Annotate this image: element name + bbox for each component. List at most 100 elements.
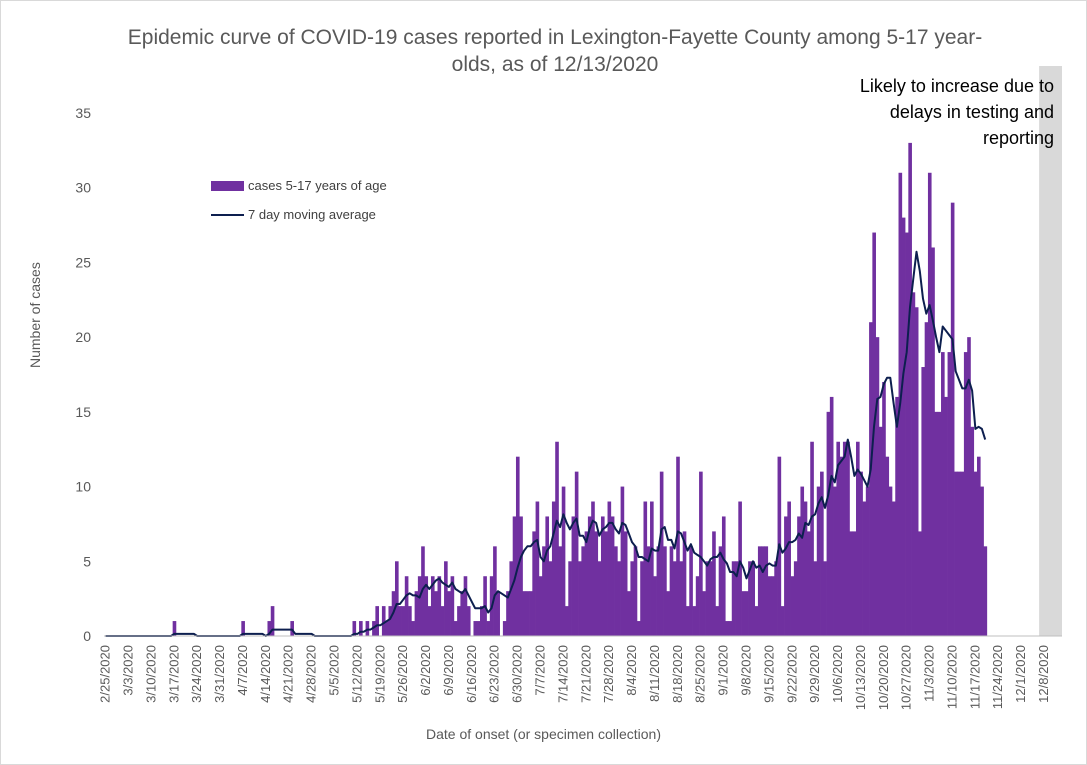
case-bar [849, 531, 854, 636]
case-bar [941, 352, 945, 636]
case-bar [375, 606, 379, 636]
case-bar [434, 591, 438, 636]
x-tick-label: 8/18/2020 [670, 645, 685, 703]
case-bar [653, 576, 657, 636]
case-bar [444, 561, 448, 636]
case-bar [839, 456, 844, 636]
case-bar [689, 546, 693, 636]
case-bar [672, 561, 677, 636]
x-tick-label: 9/1/2020 [716, 645, 731, 696]
case-bar [525, 591, 530, 636]
case-bar [594, 531, 599, 636]
x-tick-label: 9/29/2020 [807, 645, 822, 703]
x-tick-label: 3/3/2020 [121, 645, 136, 696]
case-bar [270, 606, 275, 636]
case-bar [463, 576, 468, 636]
y-tick-label: 0 [83, 628, 91, 644]
case-bar [895, 396, 899, 636]
case-bar [633, 546, 638, 636]
case-bar [663, 546, 667, 636]
case-bar [466, 606, 471, 636]
case-bar [359, 621, 363, 636]
y-tick-label: 30 [75, 180, 91, 196]
x-tick-label: 8/25/2020 [693, 645, 708, 703]
case-bar [394, 561, 399, 636]
case-bar [604, 531, 608, 636]
case-bar [480, 606, 484, 636]
case-bar [741, 591, 746, 636]
case-bar [911, 292, 916, 636]
case-bar [800, 486, 805, 636]
case-bar [761, 546, 765, 636]
case-bar [578, 561, 582, 636]
case-bar [715, 606, 720, 636]
x-tick-label: 6/16/2020 [464, 645, 479, 703]
x-tick-label: 5/5/2020 [327, 645, 342, 696]
case-bar [643, 501, 648, 636]
case-bar [646, 546, 651, 636]
case-bar [568, 561, 572, 636]
x-tick-label: 10/20/2020 [876, 645, 891, 710]
case-bar [581, 546, 585, 636]
case-bar [901, 217, 906, 636]
case-bar [918, 531, 922, 636]
case-bar [666, 591, 670, 636]
case-bar [587, 516, 592, 636]
case-bar [836, 441, 841, 636]
case-bar [627, 591, 631, 636]
case-bar [597, 561, 602, 636]
x-tick-label: 7/21/2020 [578, 645, 593, 703]
x-tick-label: 9/22/2020 [784, 645, 799, 703]
case-bar [388, 606, 393, 636]
case-bar [771, 576, 775, 636]
case-bar [869, 322, 873, 636]
case-bar [555, 441, 559, 636]
case-bar [692, 606, 697, 636]
case-bar [970, 426, 975, 636]
x-tick-label: 3/31/2020 [212, 645, 227, 703]
case-bar [885, 456, 890, 636]
case-bar [607, 501, 612, 636]
case-bar [650, 501, 654, 636]
case-bar [725, 621, 729, 636]
case-bar [561, 486, 566, 636]
case-bar [414, 591, 419, 636]
case-bar [551, 501, 556, 636]
chart-title-line2: olds, as of 12/13/2020 [451, 53, 659, 76]
case-bar [676, 456, 680, 636]
x-tick-label: 12/8/2020 [1036, 645, 1051, 703]
case-bar [728, 621, 733, 636]
chart-title-line1: Epidemic curve of COVID-19 cases reporte… [127, 26, 983, 49]
delay-annotation-line2: delays in testing and [889, 102, 1054, 122]
case-bar [404, 576, 409, 636]
case-bar [767, 576, 772, 636]
x-tick-label: 11/24/2020 [990, 645, 1005, 709]
case-bar [829, 396, 834, 636]
y-tick-label: 10 [75, 479, 91, 495]
case-bar [787, 501, 791, 636]
case-bar [846, 441, 850, 636]
delay-annotation-line1: Likely to increase due to [859, 76, 1054, 96]
case-bar [702, 591, 706, 636]
y-axis-label: Number of cases [27, 262, 43, 368]
case-bar [754, 606, 759, 636]
x-tick-label: 12/1/2020 [1013, 645, 1028, 703]
legend-line-swatch [211, 214, 244, 216]
case-bar [944, 396, 948, 636]
case-bar [780, 606, 785, 636]
case-bar [708, 561, 713, 636]
case-bar [954, 471, 958, 636]
case-bar [542, 546, 546, 636]
case-bar [545, 516, 550, 636]
x-tick-label: 9/8/2020 [739, 645, 754, 696]
case-bar [450, 576, 455, 636]
case-bar [685, 606, 690, 636]
x-tick-label: 10/13/2020 [853, 645, 868, 710]
case-bar [748, 561, 752, 636]
x-tick-label: 4/7/2020 [235, 645, 250, 696]
case-bar [574, 471, 579, 636]
case-bar [610, 516, 615, 636]
case-bar [617, 561, 621, 636]
case-bar [803, 501, 808, 636]
